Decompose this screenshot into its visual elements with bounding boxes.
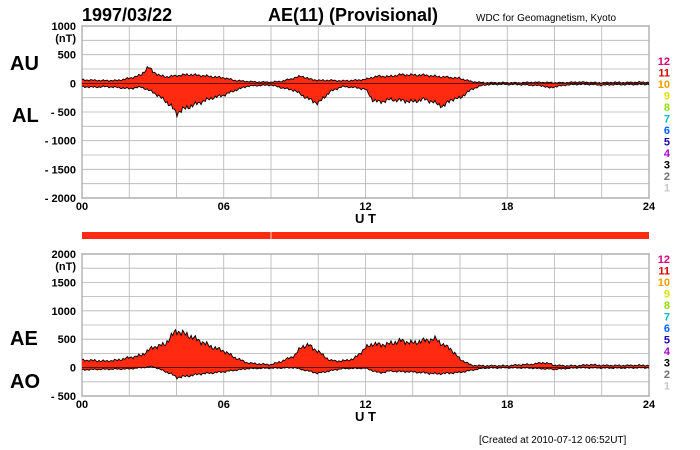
data-source: WDC for Geomagnetism, Kyoto xyxy=(476,13,616,24)
x-axis-title: U T xyxy=(355,211,376,226)
legend-level-4: 4 xyxy=(664,346,671,358)
ae-label: AE xyxy=(10,328,38,350)
legend-level-7: 7 xyxy=(664,312,670,324)
y-tick-label: 0 xyxy=(70,363,76,375)
au-al-panel: 1000 500 0 - 500 - 1000 - 1500 - 2000 (nT) 00 06 1… xyxy=(45,21,656,226)
legend-level-6: 6 xyxy=(664,323,670,335)
legend-level-4: 4 xyxy=(664,148,671,160)
separator-bar xyxy=(82,232,649,239)
legend-level-10: 10 xyxy=(658,277,670,289)
legend-level-12: 12 xyxy=(658,56,670,68)
ae-ao-panel: 2000 1500 1000 500 0 - 500 (nT) 00 06 12 18 24 U T xyxy=(51,249,656,424)
created-timestamp: [Created at 2010-07-12 06:52UT] xyxy=(479,435,627,446)
al-label: AL xyxy=(12,105,39,127)
legend-level-7: 7 xyxy=(664,114,670,126)
ao-label: AO xyxy=(10,371,40,393)
legend-level-3: 3 xyxy=(664,160,670,172)
plot-date: 1997/03/22 xyxy=(82,5,172,25)
legend-level-10: 10 xyxy=(658,79,670,91)
series-area-ae-ao xyxy=(82,329,649,379)
series-line-au xyxy=(81,65,650,84)
legend-level-1: 1 xyxy=(664,183,670,195)
legend-level-11: 11 xyxy=(658,68,670,80)
y-tick-label: 500 xyxy=(58,50,76,62)
legend-level-1: 1 xyxy=(664,381,670,393)
y-tick-label: 1000 xyxy=(52,306,76,318)
unit-label: (nT) xyxy=(55,261,76,273)
y-tick-label: - 2000 xyxy=(45,193,76,205)
x-tick-label: 00 xyxy=(76,201,88,213)
legend-level-5: 5 xyxy=(664,335,670,347)
x-tick-label: 00 xyxy=(76,399,88,411)
series-area-au-al xyxy=(82,66,649,117)
legend-level-12: 12 xyxy=(658,254,670,266)
x-tick-label: 24 xyxy=(643,201,656,213)
legend-level-9: 9 xyxy=(664,91,670,103)
y-tick-label: - 1000 xyxy=(45,136,76,148)
series-line-ao xyxy=(81,365,650,380)
y-tick-label: - 1500 xyxy=(45,164,76,176)
y-tick-label: 0 xyxy=(70,78,76,90)
x-tick-label: 18 xyxy=(501,201,513,213)
legend-level-9: 9 xyxy=(664,289,670,301)
legend-level-3: 3 xyxy=(664,358,670,370)
x-tick-label: 06 xyxy=(218,399,230,411)
series-line-ae xyxy=(81,328,650,368)
plot-title: AE(11) (Provisional) xyxy=(268,5,438,25)
legend-level-2: 2 xyxy=(664,171,670,183)
unit-label: (nT) xyxy=(55,33,76,45)
x-axis-title: U T xyxy=(355,409,376,424)
y-tick-label: - 500 xyxy=(51,391,76,403)
x-tick-label: 24 xyxy=(643,399,656,411)
x-tick-label: 12 xyxy=(359,399,371,411)
x-tick-label: 06 xyxy=(218,201,230,213)
legend-level-8: 8 xyxy=(664,102,670,114)
series-line-al xyxy=(81,83,650,119)
y-tick-label: 500 xyxy=(58,334,76,346)
y-tick-label: 1000 xyxy=(52,21,76,33)
x-tick-label: 12 xyxy=(359,201,371,213)
legend-level-6: 6 xyxy=(664,125,670,137)
au-label: AU xyxy=(10,53,39,75)
y-tick-label: 1500 xyxy=(52,277,76,289)
y-tick-label: - 500 xyxy=(51,107,76,119)
y-tick-label: 2000 xyxy=(52,249,76,261)
legend-level-8: 8 xyxy=(664,300,670,312)
legend-level-11: 11 xyxy=(658,266,670,278)
legend-level-2: 2 xyxy=(664,369,670,381)
legend-level-5: 5 xyxy=(664,137,670,149)
x-tick-label: 18 xyxy=(501,399,513,411)
